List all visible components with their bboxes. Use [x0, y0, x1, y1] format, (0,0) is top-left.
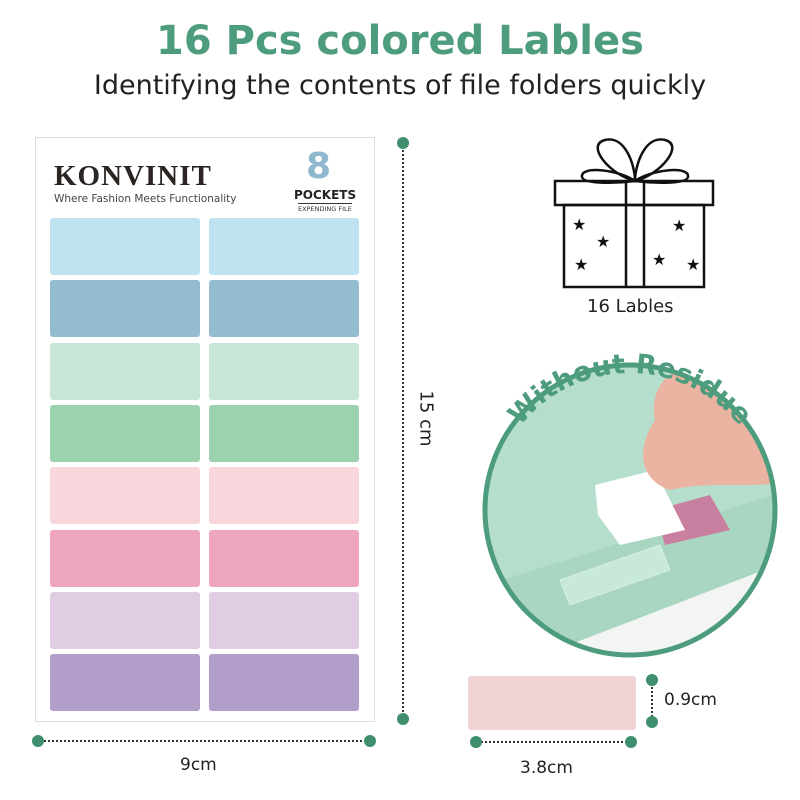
dimension-dot	[625, 736, 637, 748]
dimension-dot	[364, 735, 376, 747]
color-label	[50, 280, 200, 338]
color-label	[50, 404, 200, 462]
title: 16 Pcs colored Lables	[156, 18, 644, 64]
height-dimension-line	[402, 143, 404, 719]
pockets-text: POCKETS	[294, 188, 357, 202]
color-label	[50, 218, 200, 275]
pocket-number: 8	[306, 146, 332, 187]
color-label	[209, 591, 359, 649]
svg-text:★: ★	[596, 232, 610, 251]
color-label	[50, 591, 200, 649]
color-label	[50, 342, 200, 400]
color-label	[209, 342, 359, 400]
dimension-dot	[646, 716, 658, 728]
gift-caption: 16 Lables	[587, 296, 674, 317]
without-residue-illustration: Without Residue	[482, 349, 778, 658]
label-height-text: 0.9cm	[664, 690, 717, 710]
brand-logo: KONVINIT	[54, 160, 212, 192]
color-label	[209, 467, 359, 525]
dimension-dot	[397, 137, 409, 149]
color-label	[209, 404, 359, 462]
color-label	[209, 280, 359, 338]
gift-box-icon: ★ ★ ★ ★ ★ ★	[553, 138, 715, 289]
single-label-sample	[468, 676, 636, 730]
color-label	[50, 654, 200, 712]
color-label	[209, 529, 359, 587]
dimension-dot	[470, 736, 482, 748]
color-label	[209, 218, 359, 275]
color-label	[50, 529, 200, 587]
width-label: 9cm	[180, 755, 217, 775]
tagline: Where Fashion Meets Functionality	[54, 193, 237, 205]
svg-text:★: ★	[572, 215, 586, 234]
color-label	[50, 467, 200, 525]
dimension-dot	[32, 735, 44, 747]
dimension-dot	[646, 674, 658, 686]
label-width-line	[478, 741, 630, 743]
svg-text:★: ★	[574, 255, 588, 274]
svg-text:★: ★	[686, 255, 700, 274]
svg-text:★: ★	[652, 250, 666, 269]
height-label: 15 cm	[415, 390, 437, 447]
expending-text: EXPENDING FILE	[298, 203, 352, 213]
label-sheet: KONVINIT Where Fashion Meets Functionali…	[35, 137, 375, 722]
width-dimension-line	[40, 740, 370, 742]
dimension-dot	[397, 713, 409, 725]
svg-text:★: ★	[672, 216, 686, 235]
label-width-text: 3.8cm	[520, 758, 573, 778]
color-label	[209, 654, 359, 712]
subtitle: Identifying the contents of file folders…	[93, 70, 707, 101]
label-height-line	[651, 684, 653, 720]
